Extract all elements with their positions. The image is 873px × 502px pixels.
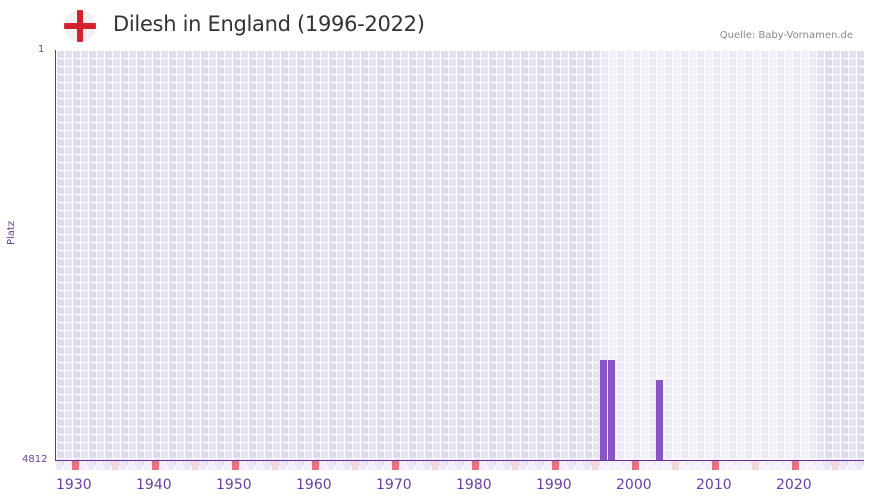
x-tick-label: 1930	[56, 477, 92, 493]
y-axis-line	[55, 50, 56, 461]
bar-1996	[600, 360, 607, 460]
x-tick-label: 1970	[376, 477, 412, 493]
england-flag-icon	[64, 10, 96, 42]
plot-area	[56, 50, 864, 466]
bar-2003	[656, 380, 663, 460]
y-tick-bottom: 4812	[22, 454, 47, 465]
x-tick-label: 1950	[216, 477, 252, 493]
x-axis-line	[55, 460, 864, 461]
chart-title: Dilesh in England (1996-2022)	[113, 12, 425, 36]
source-credit: Quelle: Baby-Vornamen.de	[720, 30, 853, 41]
x-tick-label: 2020	[776, 477, 812, 493]
x-tick-label: 2000	[616, 477, 652, 493]
x-tick-label: 1940	[136, 477, 172, 493]
y-axis-title: Platz	[6, 221, 17, 245]
x-tick-label: 2010	[696, 477, 732, 493]
y-tick-top: 1	[38, 44, 44, 55]
x-tick-label: 1960	[296, 477, 332, 493]
x-tick-label: 1980	[456, 477, 492, 493]
bar-1997	[608, 360, 615, 460]
x-tick-label: 1990	[536, 477, 572, 493]
